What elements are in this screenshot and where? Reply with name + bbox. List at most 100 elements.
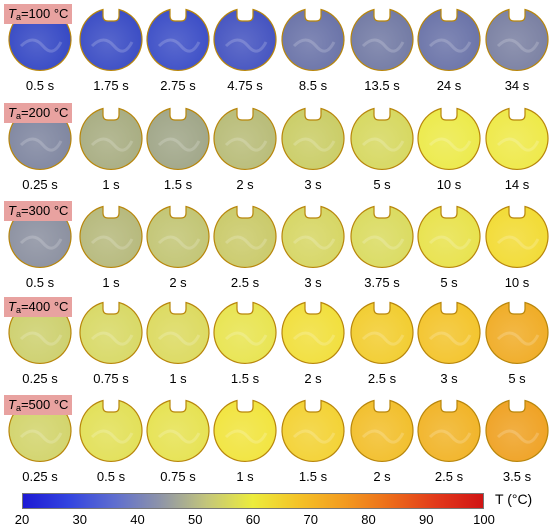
flow-pattern (361, 235, 405, 250)
flow-pattern (224, 235, 268, 250)
thermal-frame: 1 s (145, 299, 211, 389)
flow-pattern (496, 137, 540, 152)
thermal-frame: 10 s (484, 203, 550, 293)
frame-time-label: 2.5 s (434, 469, 464, 484)
disc-shape (281, 205, 345, 268)
thermal-disc-image (485, 107, 549, 170)
frame-time-label: 4.75 s (227, 78, 263, 93)
thermal-frame: 0.75 s (145, 397, 211, 487)
ambient-temperature-tag: Ta=300 °C (4, 201, 73, 221)
disc-shape (213, 8, 277, 71)
thermal-frame: 2.75 s (145, 6, 211, 96)
thermal-disc-image (485, 399, 549, 462)
frame-time-label: 2.5 s (367, 371, 397, 386)
flow-pattern (496, 235, 540, 250)
flow-pattern (157, 331, 201, 346)
frame-time-label: 2 s (236, 177, 254, 192)
flow-pattern (19, 38, 63, 53)
thermal-disc-image (485, 8, 549, 71)
thermal-frame: 0.75 s (78, 299, 144, 389)
disc-shape (79, 205, 143, 268)
disc-shape (79, 301, 143, 364)
thermal-frame: 3 s (280, 105, 346, 195)
frame-time-label: 3.75 s (364, 275, 400, 290)
image-row: 0.5 s 1.75 s 2.75 s 4.75 s 8.5 s 13.5 s 24 s 34… (0, 4, 550, 104)
thermal-disc-image (213, 399, 277, 462)
disc-shape (417, 8, 481, 71)
flow-pattern (496, 429, 540, 444)
ambient-temperature-label: =200 °C (20, 105, 69, 120)
frame-time-label: 14 s (504, 177, 530, 192)
frame-time-label: 0.5 s (96, 469, 126, 484)
flow-pattern (19, 137, 63, 152)
thermal-frame: 13.5 s (349, 6, 415, 96)
disc-shape (281, 399, 345, 462)
frame-time-label: 10 s (436, 177, 462, 192)
disc-shape (146, 8, 210, 71)
thermal-disc-image (213, 301, 277, 364)
disc-shape (213, 301, 277, 364)
flow-pattern (292, 137, 336, 152)
disc-shape (485, 301, 549, 364)
thermal-disc-image (213, 8, 277, 71)
thermal-disc-image (146, 399, 210, 462)
colorbar-unit-label: T (°C) (495, 491, 533, 507)
frame-time-label: 1 s (102, 177, 120, 192)
ambient-temperature-label: =100 °C (20, 6, 69, 21)
flow-pattern (292, 331, 336, 346)
disc-shape (417, 107, 481, 170)
flow-pattern (361, 137, 405, 152)
thermal-disc-image (350, 399, 414, 462)
thermal-frame: 34 s (484, 6, 550, 96)
flow-pattern (224, 137, 268, 152)
disc-shape (146, 399, 210, 462)
frame-time-label: 5 s (508, 371, 526, 386)
disc-shape (146, 205, 210, 268)
thermal-disc-image (281, 205, 345, 268)
frame-time-label: 1.5 s (230, 371, 260, 386)
flow-pattern (90, 38, 134, 53)
flow-pattern (496, 331, 540, 346)
thermal-frame: 4.75 s (212, 6, 278, 96)
thermal-frame: 2 s (212, 105, 278, 195)
thermal-frame: 0.25 s (7, 299, 73, 389)
frame-time-label: 8.5 s (298, 78, 328, 93)
frame-time-label: 0.25 s (22, 371, 58, 386)
disc-shape (79, 399, 143, 462)
frame-time-label: 13.5 s (364, 78, 400, 93)
frame-time-label: 1.5 s (163, 177, 193, 192)
thermal-frame: 5 s (484, 299, 550, 389)
disc-shape (350, 107, 414, 170)
ambient-temperature-label: =500 °C (20, 397, 69, 412)
frame-time-label: 1 s (102, 275, 120, 290)
thermal-disc-image (417, 107, 481, 170)
disc-shape (79, 8, 143, 71)
frame-time-label: 2.5 s (230, 275, 260, 290)
thermal-disc-image (79, 8, 143, 71)
thermal-frame: 8.5 s (280, 6, 346, 96)
frame-time-label: 10 s (504, 275, 530, 290)
flow-pattern (157, 235, 201, 250)
frame-time-label: 2 s (169, 275, 187, 290)
thermal-frame: 1.75 s (78, 6, 144, 96)
frame-time-label: 2 s (373, 469, 391, 484)
frame-time-label: 3 s (440, 371, 458, 386)
thermal-disc-image (79, 107, 143, 170)
flow-pattern (428, 137, 472, 152)
thermal-frame: 5 s (416, 203, 482, 293)
disc-shape (350, 205, 414, 268)
frame-time-label: 1 s (236, 469, 254, 484)
flow-pattern (292, 429, 336, 444)
colorbar-tick-label: 90 (419, 512, 434, 527)
flow-pattern (224, 331, 268, 346)
colorbar-tick-label: 70 (303, 512, 318, 527)
flow-pattern (428, 235, 472, 250)
disc-shape (350, 301, 414, 364)
thermal-frame: 0.5 s (7, 6, 73, 96)
disc-shape (281, 301, 345, 364)
thermal-frame: 1.5 s (212, 299, 278, 389)
flow-pattern (428, 429, 472, 444)
frame-time-label: 1 s (169, 371, 187, 386)
thermal-disc-image (213, 107, 277, 170)
thermal-frame: 14 s (484, 105, 550, 195)
